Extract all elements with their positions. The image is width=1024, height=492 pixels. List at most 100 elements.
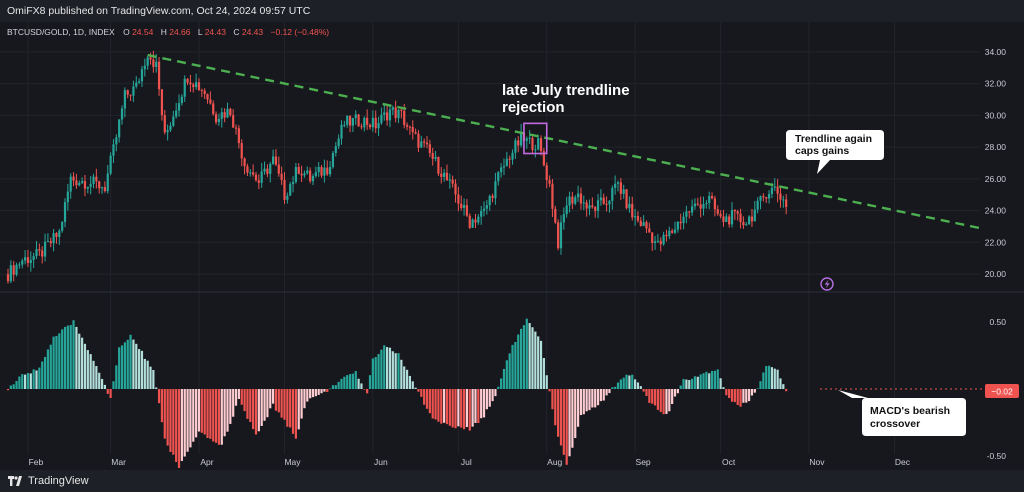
grid — [0, 22, 980, 454]
callout-line-1: Trendline again — [795, 133, 872, 145]
candle-body — [254, 174, 258, 181]
macd-bar — [317, 389, 320, 395]
macd-bar — [462, 389, 466, 430]
macd-bar — [66, 325, 69, 389]
candle-body — [100, 187, 104, 189]
candle-body — [186, 78, 189, 83]
candle-body — [702, 204, 705, 209]
price-tick-label: 28.00 — [985, 142, 1007, 152]
macd-bar — [86, 350, 89, 389]
macd-bar — [457, 389, 460, 427]
macd-bar — [423, 389, 426, 405]
candle-body — [656, 240, 660, 242]
candle-body — [414, 132, 417, 134]
macd-bar — [708, 373, 711, 389]
candle-body — [465, 205, 469, 216]
july-rejection-box — [523, 122, 548, 155]
macd-bar — [502, 368, 506, 389]
macd-bar — [283, 389, 286, 420]
candle-body — [343, 124, 346, 126]
legend-low-label: L — [198, 27, 203, 37]
candle-body — [271, 156, 275, 164]
candle-body — [397, 109, 400, 119]
candle-body — [92, 176, 95, 185]
candle-body — [531, 137, 534, 151]
macd-bar — [403, 366, 406, 389]
macd-bar — [363, 389, 366, 390]
candle-body — [368, 124, 372, 128]
candle-body — [445, 172, 449, 181]
macd-bar — [234, 389, 238, 406]
legend-low: 24.43 — [205, 27, 227, 37]
macd-bar — [673, 389, 677, 397]
candle-body — [574, 197, 577, 204]
macd-bar — [662, 389, 665, 415]
macd-bar — [388, 347, 392, 389]
price-tick-label: 24.00 — [985, 206, 1007, 216]
macd-bar — [665, 389, 668, 414]
callout-line-2: caps gains — [795, 145, 849, 157]
candle-body — [525, 138, 528, 141]
macd-bar — [109, 389, 112, 398]
candle-body — [383, 112, 386, 115]
price-axis: 34.00 32.00 30.00 28.00 26.00 24.00 22.00 20.00 — [985, 47, 1007, 279]
candle-body — [66, 191, 69, 203]
lightning-icon[interactable] — [820, 277, 834, 291]
macd-bar — [633, 379, 637, 389]
candle-body — [328, 167, 332, 175]
macd-bar — [557, 389, 560, 437]
candle-body — [462, 205, 466, 208]
late-july-annotation: late July trendline rejection — [502, 82, 634, 116]
candle-body — [363, 117, 366, 128]
macd-bar — [18, 376, 21, 389]
candle-body — [388, 109, 392, 121]
brand-name[interactable]: TradingView — [28, 475, 89, 487]
macd-bar — [785, 389, 788, 392]
candle-body — [294, 167, 297, 182]
candle-body — [691, 206, 694, 213]
macd-bar — [306, 389, 309, 402]
candle-body — [662, 234, 665, 245]
candle-body — [6, 274, 10, 282]
price-and-macd-chart[interactable]: BTCUSD/GOLD, 1D, INDEX O 24.54 H 24.66 L… — [0, 22, 1024, 470]
candle-body — [713, 198, 717, 210]
candle-body — [648, 228, 651, 233]
candle-body — [454, 183, 457, 195]
macd-bar — [314, 389, 317, 397]
macd-bar — [414, 387, 417, 389]
candle-body — [511, 152, 514, 160]
candle-body — [605, 203, 608, 205]
candle-body — [468, 215, 471, 228]
macd-bar — [380, 349, 383, 389]
macd-bar — [75, 326, 78, 389]
legend-change: −0.12 (−0.48%) — [271, 27, 330, 37]
macd-bar — [41, 361, 44, 389]
candle-body — [719, 213, 722, 217]
time-tick-label: Aug — [547, 457, 562, 467]
macd-bar — [608, 389, 611, 394]
candle-body — [756, 200, 759, 210]
candle-body — [636, 216, 640, 221]
macd-bar — [485, 389, 488, 410]
macd-bar — [733, 389, 736, 403]
macd-bar — [391, 351, 394, 389]
candle-body — [149, 57, 152, 60]
trendline[interactable] — [147, 53, 981, 230]
macd-bar — [605, 389, 608, 396]
legend-close-label: C — [233, 27, 239, 37]
macd-bar — [371, 358, 374, 389]
callout-bubble — [786, 130, 884, 174]
macd-bar — [411, 381, 414, 389]
macd-bar — [420, 389, 423, 397]
candle-body — [579, 193, 583, 204]
macd-bar — [294, 389, 297, 439]
candle-body — [72, 176, 75, 181]
candle-body — [602, 197, 605, 204]
candle-body — [628, 203, 631, 209]
candle-body — [152, 59, 155, 67]
macd-bar — [454, 389, 457, 429]
macd-bar — [571, 389, 574, 448]
candle-body — [237, 128, 240, 144]
candle-body — [559, 222, 563, 249]
price-tick-label: 20.00 — [985, 269, 1007, 279]
